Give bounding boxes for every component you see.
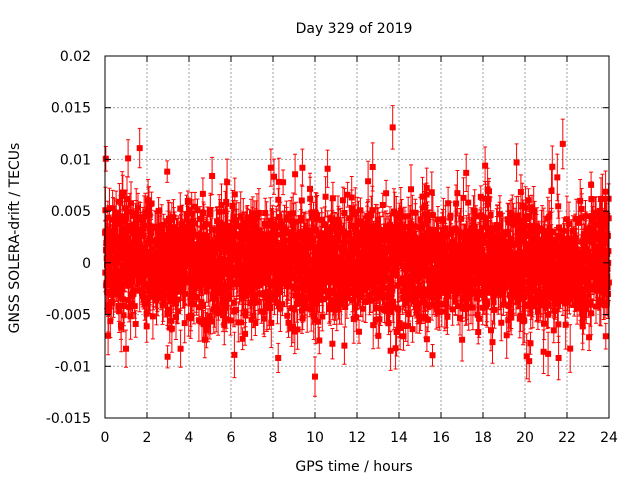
y-axis-label: GNSS SOLERA-drift / TECUs — [7, 143, 23, 334]
y-tick-label: 0.01 — [60, 152, 91, 168]
x-tick-label: 18 — [474, 430, 492, 446]
y-tick-label: 0.015 — [51, 101, 91, 117]
tick-layer: 0 2 4 6 8 10 12 14 16 18 20 22 24-0.015-0.01-0.00500… — [46, 49, 618, 446]
x-tick-label: 0 — [101, 430, 110, 446]
y-tick-label: -0.015 — [46, 411, 91, 427]
y-tick-label: 0 — [82, 256, 91, 272]
x-tick-label: 4 — [185, 430, 194, 446]
data-points — [102, 124, 612, 380]
y-tick-label: 0.005 — [51, 204, 91, 220]
y-tick-label: -0.01 — [55, 359, 91, 375]
y-tick-label: 0.02 — [60, 49, 91, 65]
x-tick-label: 22 — [558, 430, 576, 446]
x-tick-label: 20 — [516, 430, 534, 446]
x-tick-label: 6 — [227, 430, 236, 446]
x-tick-label: 10 — [306, 430, 324, 446]
chart-title: Day 329 of 2019 — [296, 21, 413, 37]
x-tick-label: 8 — [269, 430, 278, 446]
x-axis-label: GPS time / hours — [295, 459, 412, 475]
x-tick-label: 12 — [348, 430, 366, 446]
x-tick-label: 16 — [432, 430, 450, 446]
x-tick-label: 24 — [600, 430, 618, 446]
x-tick-label: 2 — [143, 430, 152, 446]
y-tick-label: -0.005 — [46, 308, 91, 324]
data-layer — [102, 105, 612, 397]
x-tick-label: 14 — [390, 430, 408, 446]
